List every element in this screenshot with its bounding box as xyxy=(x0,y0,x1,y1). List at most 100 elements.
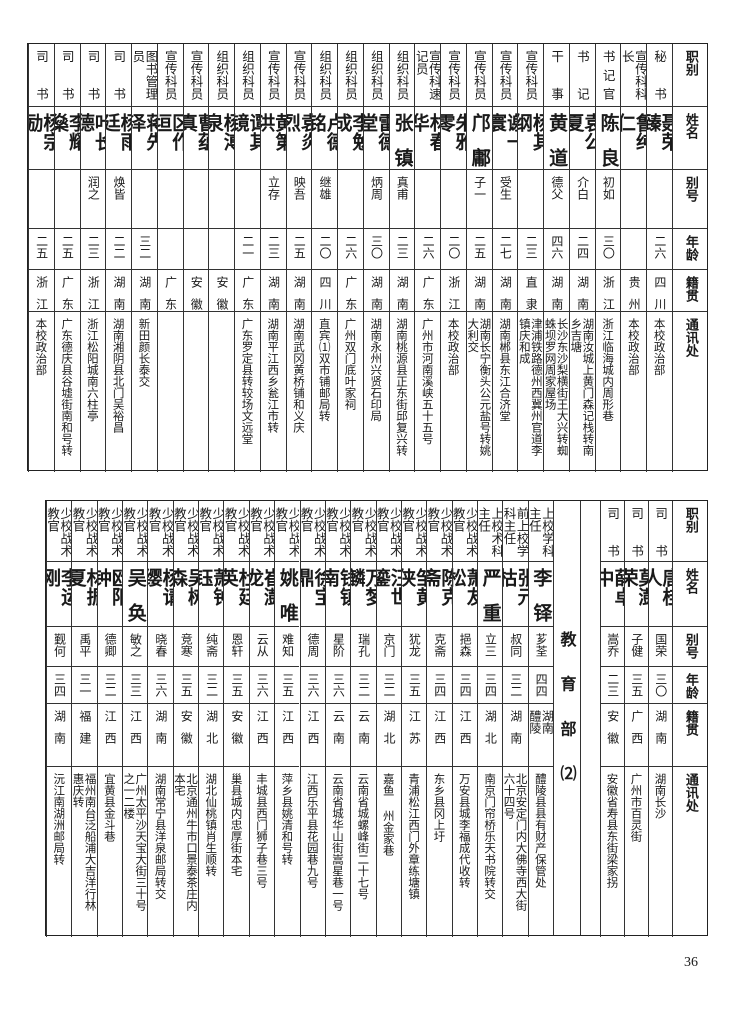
cell-origin-text: 江西 xyxy=(103,710,118,744)
cell-origin-text: 四川 xyxy=(318,276,333,310)
cell-title-text: 组织科员 xyxy=(317,50,333,100)
cell-name: 杨雨廷 xyxy=(105,106,132,169)
cell-alias-text: 竞寒 xyxy=(179,633,194,657)
cell-age: 三五 xyxy=(400,666,427,703)
cell-origin-text: 广东 xyxy=(240,276,255,310)
cell-address-text: 广东德庆县谷墟街南和号转 xyxy=(60,318,75,456)
cell-title: 司书 xyxy=(28,44,54,106)
cell-address-text: 长沙东沙梨横街王大兴转蜘蛛坝罗网周家屋场 xyxy=(543,318,569,456)
cell-origin-text: 湖南 xyxy=(52,710,67,744)
cell-title-text: 少校战术教官 xyxy=(350,507,376,557)
cell-name: 李勉成 xyxy=(337,106,363,169)
cell-title: 组织科员 xyxy=(362,44,389,106)
cell-origin: 福建 xyxy=(71,703,97,766)
cell-age: 二二 xyxy=(105,228,132,269)
cell-name-text: 袁公夏 xyxy=(568,113,595,151)
cell-name-text: 吴奂 xyxy=(124,568,147,622)
cell-origin: 浙江 xyxy=(440,269,466,311)
header-title: 职别 xyxy=(672,44,707,106)
cell-age: 三二 xyxy=(96,666,123,703)
cell-age-text: 三四 xyxy=(458,673,473,697)
cell-title: 少校战术教官 xyxy=(274,501,299,561)
cell-alias xyxy=(517,169,544,228)
cell-name-text: 汪世鎏 xyxy=(375,568,401,606)
cell-origin-text: 湖南 xyxy=(137,276,152,310)
cell-age-text: 三二 xyxy=(356,673,371,697)
cell-alias xyxy=(182,169,209,228)
cell-address-text: 宜黄县金斗巷 xyxy=(102,773,117,842)
cell-age-text: 三四 xyxy=(52,673,67,697)
cell-age-text: 二六 xyxy=(421,235,436,259)
cell-origin-text: 广东 xyxy=(421,276,436,310)
cell-address: 湖北仙桃镇肖生顺转 xyxy=(198,766,224,937)
cell-address: 直宾⑴双市铺邮局转 xyxy=(311,311,338,472)
cell-name: 黄道 xyxy=(543,106,569,169)
cell-name-text: 李运刚 xyxy=(46,568,72,606)
cell-name-text: 杨其纲 xyxy=(517,113,544,151)
cell-title: 少校战术教官 xyxy=(223,501,249,561)
cell-name: 李运刚 xyxy=(46,561,72,626)
cell-origin-text: 浙江 xyxy=(446,276,461,310)
cell-title: 少校战术教官 xyxy=(172,501,198,561)
cell-age-text: 二三 xyxy=(266,235,281,259)
cell-age-text: 三〇 xyxy=(601,235,616,259)
header-address: 通讯处 xyxy=(672,311,707,472)
cell-origin: 直隶 xyxy=(517,269,544,311)
cell-alias: 受生 xyxy=(491,169,518,228)
header-alias: 别号 xyxy=(672,169,707,228)
cell-title: 少校战术教官 xyxy=(451,501,477,561)
cell-address-text: 福州南台泛船浦大吉洋行林惠庆转 xyxy=(71,773,97,911)
cell-origin: 江西 xyxy=(274,703,300,766)
cell-title: 上校术科主任 xyxy=(476,501,502,561)
cell-alias: 焕皆 xyxy=(105,169,132,228)
cell-title: 书记 xyxy=(568,44,595,106)
cell-name-text: 黄道 xyxy=(546,113,569,167)
cell-origin-text: 湖南 xyxy=(508,710,523,744)
cell-origin-text: 湖南 xyxy=(395,276,410,310)
cell-title-text: 宣传科员 xyxy=(265,50,281,100)
cell-age-text: 三二 xyxy=(103,673,118,697)
cell-name-text: 张元枯 xyxy=(502,568,528,606)
cell-title-text: 少校战术教官 xyxy=(198,507,224,557)
cell-name: 萧友松 xyxy=(451,561,477,626)
cell-origin: 湖北 xyxy=(198,703,224,766)
cell-origin: 湖南醴陵 xyxy=(527,703,553,766)
cell-origin-text: 湖南 xyxy=(153,710,168,744)
cell-origin-text: 湖南 xyxy=(266,276,281,310)
header-name: 姓名 xyxy=(672,561,707,626)
cell-origin: 江西 xyxy=(248,703,275,766)
cell-title-text: 少校战术教官 xyxy=(400,507,427,557)
cell-address: 广东罗定县转较场文远堂 xyxy=(234,311,260,472)
cell-address-text: 湖南长宁衡头公元盐号转姚大利交 xyxy=(466,318,492,456)
cell-alias-text: 子一 xyxy=(472,176,487,200)
cell-name: 区作垣 xyxy=(156,106,183,169)
cell-alias-text: 真甫 xyxy=(395,176,410,200)
cell-address: 北京通州牛市口景泰茶庄内本宅 xyxy=(172,766,199,937)
cell-name: 张元枯 xyxy=(502,561,528,626)
cell-alias: 瑞孔 xyxy=(350,626,376,666)
cell-alias-text: 立三 xyxy=(483,633,498,657)
cell-origin-text: 湖南 xyxy=(472,276,487,310)
cell-name: 陈克斋 xyxy=(426,561,452,626)
cell-alias-text: 润之 xyxy=(86,176,101,200)
cell-address: 江西乐平县花园巷九号 xyxy=(299,766,325,937)
cell-title: 图书管理员 xyxy=(131,44,157,106)
cell-address-text: 津浦铁路德州西冀州官道李镇庆和成 xyxy=(517,318,544,456)
cell-title-text: 宣传科员 xyxy=(162,50,178,100)
cell-title: 少校战术教官 xyxy=(375,501,401,561)
cell-age: 三二 xyxy=(375,666,401,703)
cell-origin: 江西 xyxy=(122,703,148,766)
cell-title-text: 少校战术教官 xyxy=(426,507,452,557)
cell-age-text: 三五 xyxy=(179,673,194,697)
cell-age-text: 三一 xyxy=(77,673,92,697)
cell-age: 二三 xyxy=(517,228,544,269)
cell-origin: 浙江 xyxy=(79,269,106,311)
cell-name-text: 钱镇南 xyxy=(324,568,351,606)
cell-title: 干事 xyxy=(543,44,569,106)
cell-origin-text: 湖南 xyxy=(549,276,564,310)
cell-age: 三二 xyxy=(198,666,224,703)
cell-origin: 湖南 xyxy=(285,269,312,311)
cell-alias: 真甫 xyxy=(388,169,415,228)
cell-title: 少校战术教官 xyxy=(147,501,173,561)
cell-origin-text: 湖南 xyxy=(498,276,513,310)
